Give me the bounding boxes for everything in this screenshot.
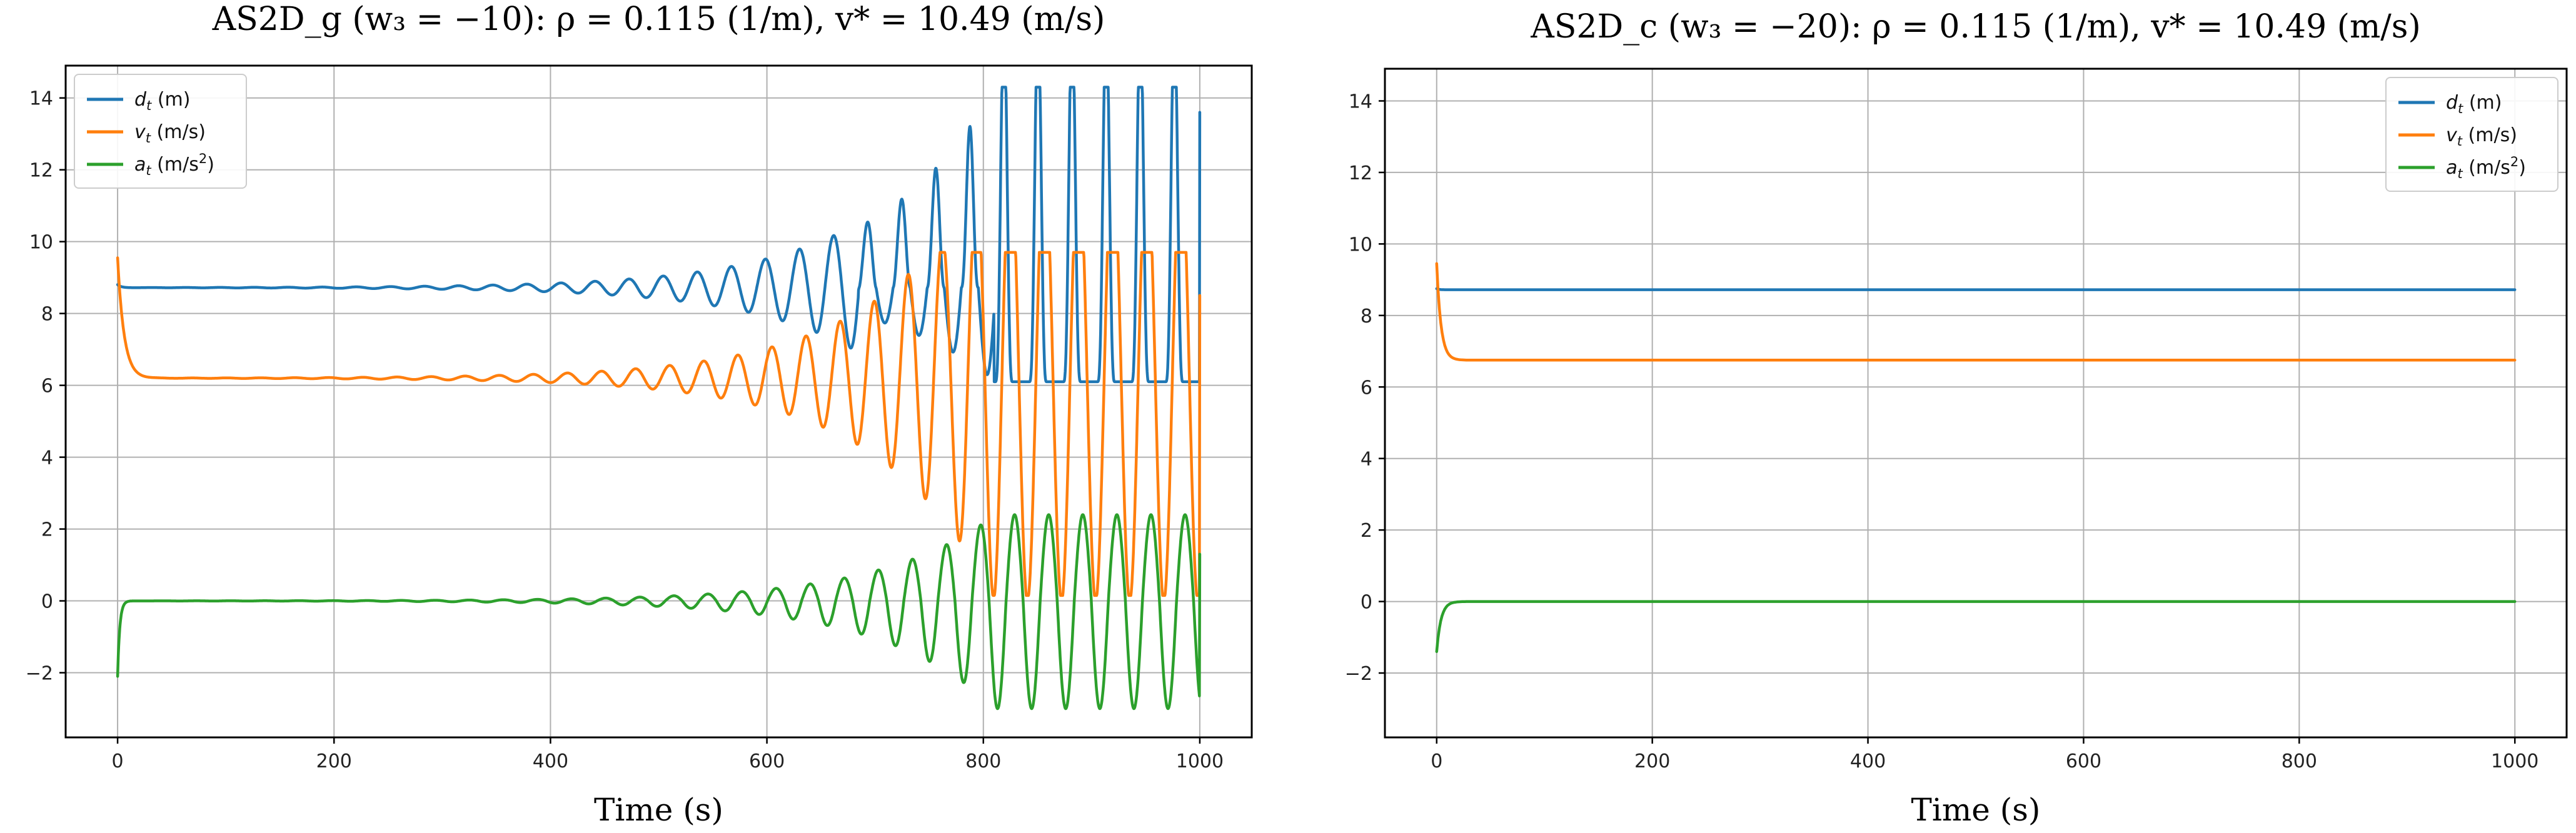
legend-box bbox=[2385, 77, 2558, 192]
legend-label: dt (m) bbox=[134, 89, 190, 113]
x-axis-label: Time (s) bbox=[594, 792, 723, 828]
x-tick-label: 400 bbox=[533, 751, 568, 772]
x-tick-label: 1000 bbox=[2491, 751, 2538, 772]
x-tick-label: 1000 bbox=[1176, 751, 1224, 772]
legend-label: at (m/s2) bbox=[134, 151, 214, 178]
x-tick-label: 200 bbox=[1634, 751, 1670, 772]
legend-box bbox=[74, 74, 247, 189]
y-tick-label: 0 bbox=[41, 591, 53, 613]
y-tick-label: 8 bbox=[41, 304, 53, 326]
chart-title: AS2D_g (w₃ = −10): ρ = 0.115 (1/m), v* =… bbox=[212, 1, 1105, 38]
y-tick-label: 10 bbox=[29, 232, 53, 254]
left-chart-panel: AS2D_g (w₃ = −10): ρ = 0.115 (1/m), v* =… bbox=[26, 1, 1253, 828]
y-tick-label: 6 bbox=[41, 376, 53, 397]
y-tick-label: 4 bbox=[1361, 449, 1372, 471]
legend-label: at (m/s2) bbox=[2446, 154, 2526, 181]
y-tick-label: 2 bbox=[1361, 520, 1372, 542]
series-line-a-t bbox=[116, 513, 1202, 711]
axes-frame bbox=[64, 64, 1253, 739]
y-tick-label: 2 bbox=[41, 519, 53, 541]
series-line-v-t bbox=[1435, 262, 2517, 362]
y-tick-label: −2 bbox=[1345, 663, 1372, 685]
right-chart-panel: AS2D_c (w₃ = −20): ρ = 0.115 (1/m), v* =… bbox=[1345, 8, 2568, 828]
chart-title: AS2D_c (w₃ = −20): ρ = 0.115 (1/m), v* =… bbox=[1530, 8, 2421, 46]
axes-frame bbox=[1384, 67, 2568, 739]
x-tick-label: 800 bbox=[965, 751, 1001, 772]
legend-label: dt (m) bbox=[2446, 92, 2502, 116]
x-tick-label: 600 bbox=[749, 751, 785, 772]
legend-label: vt (m/s) bbox=[2446, 124, 2517, 149]
legend-label: vt (m/s) bbox=[134, 121, 206, 146]
y-tick-label: 4 bbox=[41, 447, 53, 469]
x-tick-label: 800 bbox=[2282, 751, 2317, 772]
y-tick-label: 12 bbox=[29, 160, 53, 182]
y-tick-label: 8 bbox=[1361, 306, 1372, 327]
y-tick-label: 14 bbox=[29, 88, 53, 110]
series-line-a-t bbox=[1435, 600, 2517, 653]
x-tick-label: 0 bbox=[1431, 751, 1442, 772]
series-line-d-t bbox=[1435, 287, 2517, 291]
y-tick-label: −2 bbox=[26, 663, 53, 685]
legend: dt (m) vt (m/s) at (m/s2) bbox=[2385, 77, 2558, 192]
x-tick-label: 600 bbox=[2066, 751, 2101, 772]
y-tick-label: 0 bbox=[1361, 592, 1372, 614]
x-axis-label: Time (s) bbox=[1911, 792, 2041, 828]
legend: dt (m) vt (m/s) at (m/s2) bbox=[74, 74, 247, 189]
series-line-v-t bbox=[116, 251, 1202, 597]
x-tick-label: 400 bbox=[1850, 751, 1886, 772]
y-tick-label: 12 bbox=[1349, 162, 1372, 184]
y-tick-label: 10 bbox=[1349, 234, 1372, 256]
x-tick-label: 0 bbox=[112, 751, 124, 772]
x-tick-label: 200 bbox=[316, 751, 352, 772]
y-tick-label: 6 bbox=[1361, 377, 1372, 399]
y-tick-label: 14 bbox=[1349, 91, 1372, 112]
